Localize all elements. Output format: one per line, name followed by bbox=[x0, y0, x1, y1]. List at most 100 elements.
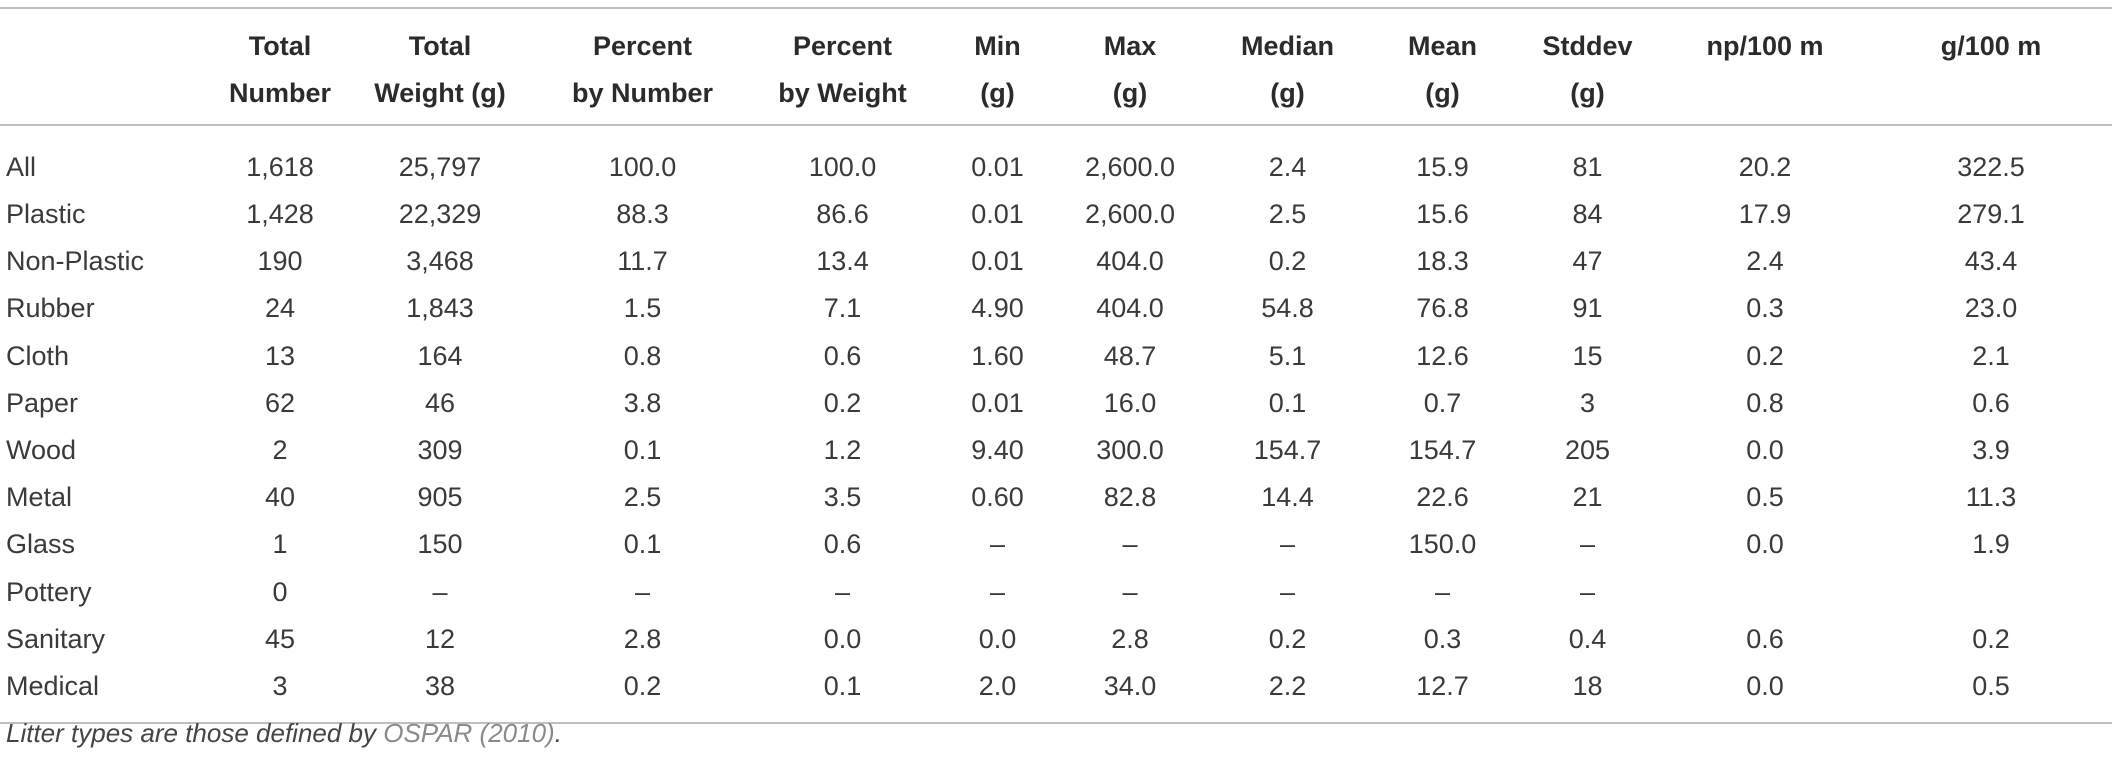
column-header: Min (g) bbox=[940, 7, 1055, 126]
table-cell: 2.4 bbox=[1746, 246, 1784, 277]
table-cell: 16.0 bbox=[1103, 387, 1157, 418]
table-cell: 3.5 bbox=[823, 482, 862, 513]
column-header: np/100 m bbox=[1660, 7, 1870, 126]
table-cell: 0.2 bbox=[1746, 340, 1784, 371]
table-cell: 905 bbox=[417, 482, 463, 513]
table-cell: 2.8 bbox=[623, 623, 662, 654]
table-row: Rubber 24 1,843 1.5 7.1 4.90 404.0 54.8 76.8 91 0.… bbox=[0, 285, 2112, 332]
table-cell: 1.60 bbox=[971, 340, 1024, 371]
table-cell: 15 bbox=[1572, 340, 1603, 371]
table-cell: 0.2 bbox=[1268, 246, 1307, 277]
table-row: Metal 40 905 2.5 3.5 0.60 82.8 14.4 22.6 21 0.5 11.… bbox=[0, 474, 2112, 521]
table-cell: 0.6 bbox=[1972, 387, 2010, 418]
table-cell: 25,797 bbox=[398, 152, 482, 182]
footnote-reference-link[interactable]: OSPAR (2010) bbox=[383, 718, 555, 748]
table-cell: 0.0 bbox=[1746, 435, 1784, 466]
table-cell: 3 bbox=[1579, 387, 1596, 418]
table-row: Cloth 13 164 0.8 0.6 1.60 48.7 5.1 12.6 15 0.2 2.1 bbox=[0, 333, 2112, 380]
table-cell: 34.0 bbox=[1055, 662, 1205, 724]
row-label: All bbox=[6, 152, 37, 182]
table-cell: 13.4 bbox=[816, 246, 869, 277]
table-cell: 88.3 bbox=[616, 199, 669, 230]
table-body: All 1,618 25,797 100.0 100.0 0.01 2,600.0 2.4 15… bbox=[0, 125, 2112, 724]
table-cell: 404.0 bbox=[1096, 246, 1164, 277]
table-cell: 45 bbox=[264, 623, 296, 654]
table-cell: 54.8 bbox=[1261, 293, 1314, 324]
table-cell: 4.90 bbox=[971, 293, 1024, 324]
column-header-line: Percent bbox=[592, 31, 693, 61]
table-cell: – bbox=[1579, 529, 1596, 560]
table-cell: – bbox=[1279, 529, 1296, 560]
header-row: Total Number Total Weight (g) Percent by Numb… bbox=[0, 7, 2112, 126]
table-cell: – bbox=[989, 529, 1006, 560]
table-cell: 12.6 bbox=[1416, 340, 1469, 371]
table-cell: – bbox=[1122, 576, 1138, 607]
table-cell: 22.6 bbox=[1416, 482, 1469, 513]
table-cell: 2.5 bbox=[1268, 199, 1307, 230]
table-cell: – bbox=[634, 576, 651, 607]
table-cell: 1,618 bbox=[246, 152, 314, 182]
table-cell: 38 bbox=[340, 662, 540, 724]
table-cell: 404.0 bbox=[1096, 293, 1164, 324]
column-header-line: Percent bbox=[792, 31, 893, 61]
table-cell: 0.3 bbox=[1423, 623, 1462, 654]
table-cell: 1.9 bbox=[1972, 529, 2010, 560]
row-label: Rubber bbox=[6, 293, 95, 324]
table-row: Paper 62 46 3.8 0.2 0.01 16.0 0.1 0.7 3 0.8 0.6 bbox=[0, 380, 2112, 427]
table-cell: 309 bbox=[417, 435, 463, 466]
table-cell: 2,600.0 bbox=[1084, 152, 1176, 182]
table-cell: 150.0 bbox=[1408, 529, 1477, 560]
table-cell: 43.4 bbox=[1964, 246, 2018, 277]
table-cell: 0.01 bbox=[971, 152, 1024, 182]
table-cell: 0.0 bbox=[978, 623, 1017, 654]
table-cell: 11.3 bbox=[1965, 482, 2017, 513]
header-cell-stub bbox=[0, 7, 220, 126]
column-header: Median (g) bbox=[1205, 7, 1370, 126]
row-label: Cloth bbox=[6, 340, 70, 371]
table-cell: 23.0 bbox=[1964, 293, 2018, 324]
table-row: Non-Plastic 190 3,468 11.7 13.4 0.01 404.0 0.2 1… bbox=[0, 238, 2112, 285]
table-row: Pottery 0 – – – – – – – – bbox=[0, 569, 2112, 616]
table-row: Plastic 1,428 22,329 88.3 86.6 0.01 2,600.0 2.5… bbox=[0, 191, 2112, 238]
table-cell: 0 bbox=[272, 576, 288, 607]
table-cell bbox=[1660, 569, 1870, 616]
column-header-line: Stddev bbox=[1542, 31, 1633, 61]
table-cell: 154.7 bbox=[1253, 435, 1322, 466]
table-cell: 0.6 bbox=[1746, 623, 1784, 654]
table-footnote: Litter types are those defined by OSPAR … bbox=[6, 718, 562, 749]
footnote-end: . bbox=[554, 718, 562, 748]
table-cell: 0.2 bbox=[1972, 623, 2010, 654]
table-cell: – bbox=[1434, 576, 1451, 607]
table-row: Medical 3 38 0.2 0.1 2.0 34.0 2.2 12.7 18 0.0 0.5 bbox=[0, 662, 2112, 724]
table-cell: 76.8 bbox=[1416, 293, 1469, 324]
table-cell: 82.8 bbox=[1103, 482, 1157, 513]
table-cell: 279.1 bbox=[1957, 199, 2025, 230]
table-cell: 9.40 bbox=[971, 435, 1024, 466]
table-cell: 0.0 bbox=[1660, 662, 1870, 724]
table-cell: 2.8 bbox=[1111, 623, 1149, 654]
table-cell: 0.7 bbox=[1423, 387, 1462, 418]
table-cell: 1,428 bbox=[246, 199, 314, 230]
column-header: Percent by Number bbox=[540, 7, 745, 126]
column-header-line: Min bbox=[974, 31, 1021, 61]
table-cell: 91 bbox=[1572, 293, 1603, 324]
table-cell: 0.2 bbox=[540, 662, 745, 724]
row-label: Pottery bbox=[6, 576, 92, 607]
table-cell: 3 bbox=[220, 662, 340, 724]
table-cell: 0.5 bbox=[1870, 662, 2112, 724]
table-cell: 62 bbox=[264, 387, 296, 418]
table-cell: 2,600.0 bbox=[1084, 199, 1176, 230]
column-header: Percent by Weight bbox=[745, 7, 940, 126]
table-cell: 0.8 bbox=[1746, 387, 1784, 418]
column-header-line: by Number bbox=[571, 78, 714, 108]
column-header: Stddev (g) bbox=[1515, 7, 1660, 126]
column-header-line: g/100 m bbox=[1940, 31, 2042, 61]
table-cell: 0.4 bbox=[1568, 623, 1607, 654]
table-cell: 2.4 bbox=[1268, 152, 1307, 182]
row-label: Paper bbox=[6, 387, 79, 418]
row-label: Glass bbox=[6, 529, 76, 560]
table-cell: 0.1 bbox=[745, 662, 940, 724]
table-cell: 0.6 bbox=[823, 529, 862, 560]
row-label: Wood bbox=[6, 435, 77, 466]
table-row: All 1,618 25,797 100.0 100.0 0.01 2,600.0 2.4 15… bbox=[0, 125, 2112, 191]
